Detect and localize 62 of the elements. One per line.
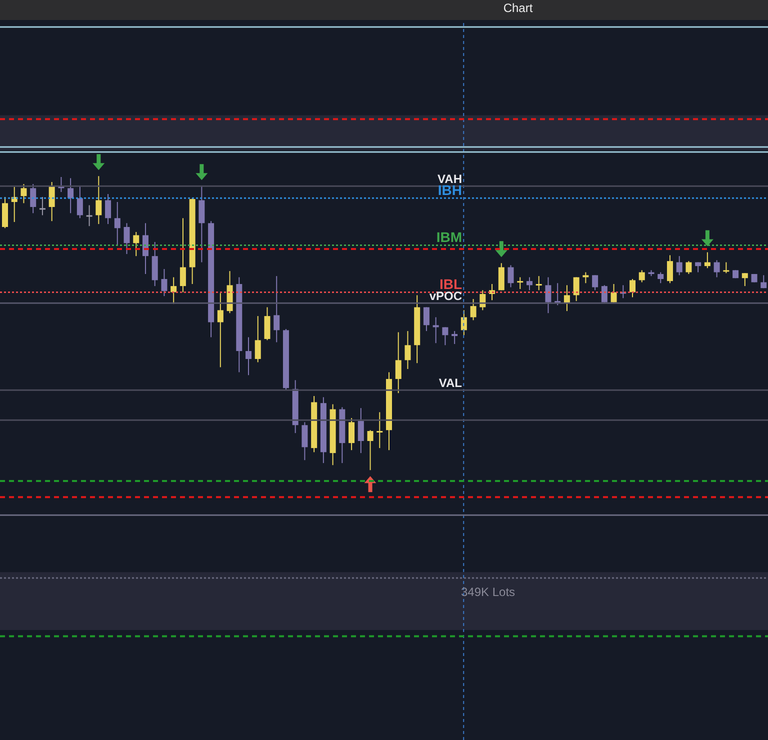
candlestick <box>274 276 280 343</box>
candlestick <box>198 186 205 263</box>
candlestick <box>395 332 402 394</box>
candlestick <box>254 316 261 363</box>
candlestick <box>526 276 532 291</box>
candlestick <box>133 231 140 257</box>
candlestick <box>760 274 767 289</box>
candlestick <box>246 336 252 376</box>
candlestick <box>217 292 224 368</box>
candlestick <box>704 252 710 269</box>
candlestick <box>76 186 83 219</box>
candlestick <box>348 418 355 451</box>
candlestick <box>302 422 308 461</box>
candlestick <box>68 178 74 214</box>
candlestick <box>20 184 27 204</box>
text: 349K Lots <box>461 585 516 599</box>
candlestick <box>498 262 504 291</box>
ref-line-label: VAL <box>438 376 462 390</box>
candlestick <box>676 256 682 276</box>
candlestick <box>582 272 589 284</box>
candlestick <box>592 274 598 291</box>
candlestick <box>554 282 561 306</box>
candlestick <box>48 181 55 222</box>
candlestick <box>376 412 383 449</box>
candlestick <box>536 276 542 291</box>
candlestick <box>114 201 120 246</box>
candlestick <box>2 196 8 229</box>
candlestick <box>714 260 720 278</box>
candlestick <box>442 326 448 346</box>
candlestick <box>666 254 673 284</box>
chart-title: Chart <box>502 1 534 15</box>
candlestick <box>161 268 168 297</box>
candlestick <box>86 204 92 227</box>
candlestick <box>180 218 186 293</box>
candlestick <box>170 276 177 304</box>
candlestick <box>39 196 46 216</box>
candlestick <box>404 330 411 370</box>
ref-line-label: IBM <box>436 229 462 246</box>
candlestick <box>142 222 148 275</box>
candlestick <box>96 176 102 225</box>
candlestick <box>545 276 552 314</box>
candlestick <box>723 262 730 274</box>
candlestick <box>105 194 112 225</box>
candlestick <box>658 272 664 284</box>
candlestick <box>470 298 476 321</box>
candlestick <box>30 184 36 214</box>
candlestick <box>517 276 524 290</box>
candlestick <box>452 330 458 344</box>
candlestick <box>124 222 130 255</box>
candlestick <box>564 284 570 312</box>
candlestick <box>742 272 748 287</box>
candlestick <box>508 264 514 288</box>
candlestick <box>264 306 270 341</box>
candlestick <box>638 270 645 283</box>
candlestick <box>686 260 692 275</box>
candlestick <box>630 278 636 298</box>
candlestick <box>610 284 617 303</box>
candlestick <box>358 408 364 454</box>
candlestick <box>573 276 580 302</box>
candlestick <box>367 430 374 471</box>
candlestick <box>432 316 439 344</box>
candlestick <box>423 306 430 332</box>
